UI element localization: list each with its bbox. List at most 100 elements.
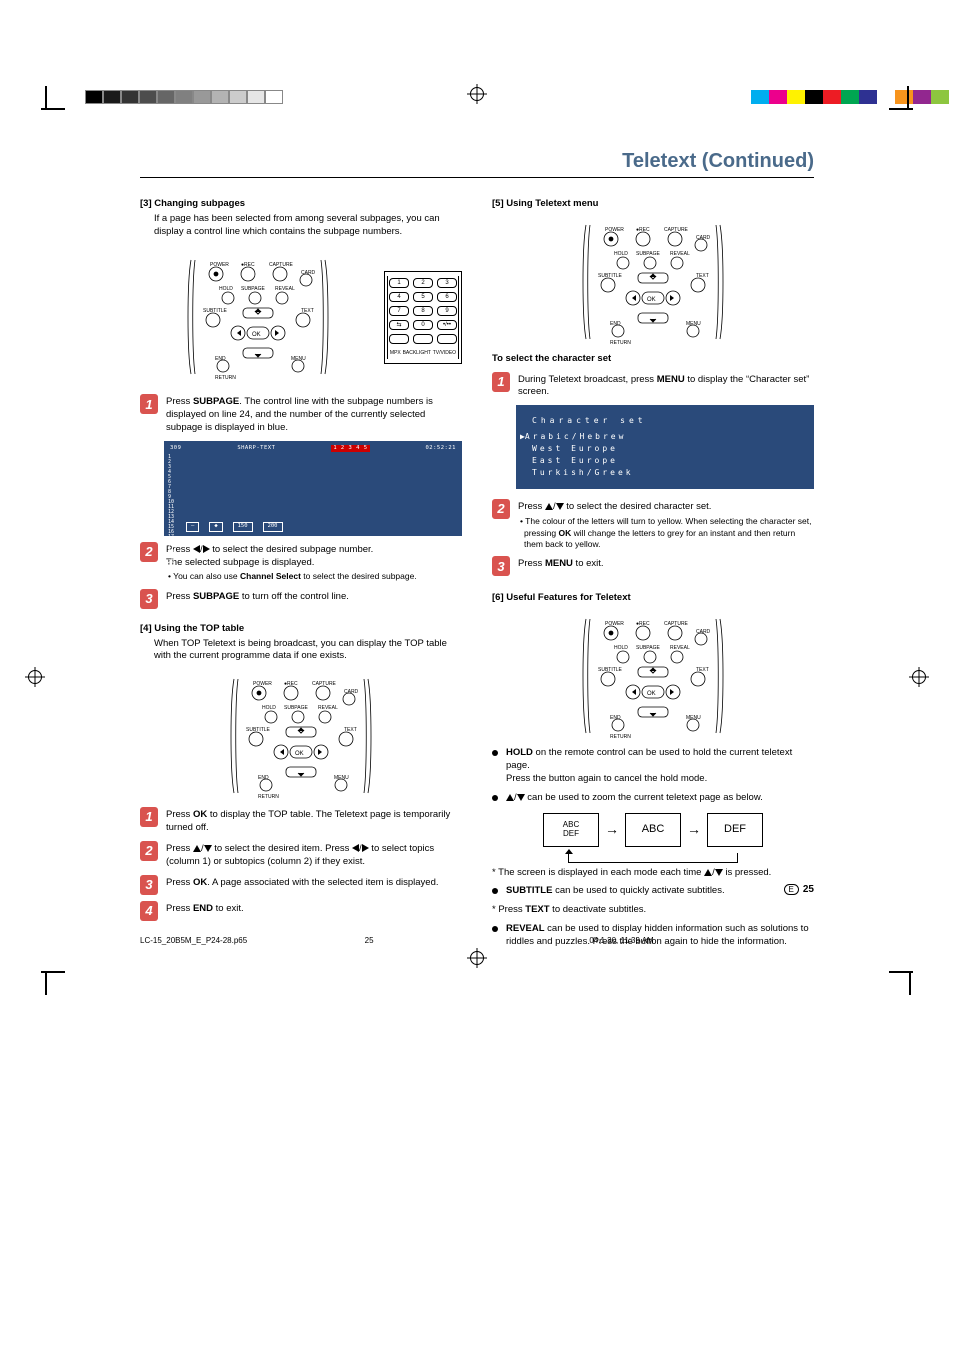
svg-text:END: END bbox=[215, 356, 226, 362]
svg-text:POWER: POWER bbox=[605, 621, 624, 627]
bullet-icon bbox=[492, 888, 498, 894]
page-title: Teletext (Continued) bbox=[140, 150, 814, 178]
bullet-icon bbox=[492, 926, 498, 932]
svg-text:REVEAL: REVEAL bbox=[670, 645, 690, 651]
step-number: 1 bbox=[492, 372, 510, 392]
svg-text:SUBPAGE: SUBPAGE bbox=[636, 645, 660, 651]
numeric-keypad-diagram: 123456789⇆0•/••MPXBACKLIGHTTV/VIDEO bbox=[384, 271, 462, 364]
step-number: 1 bbox=[140, 807, 158, 827]
step-4-1: 1 Press OK to display the TOP table. The… bbox=[140, 807, 462, 835]
svg-text:REVEAL: REVEAL bbox=[318, 705, 338, 711]
svg-text:REVEAL: REVEAL bbox=[670, 251, 690, 257]
svg-text:RETURN: RETURN bbox=[258, 794, 279, 800]
registration-target-icon bbox=[912, 670, 926, 684]
section-4-head: [4] Using the TOP table bbox=[140, 623, 462, 636]
up-arrow-icon bbox=[506, 794, 514, 801]
svg-text:END: END bbox=[610, 321, 621, 327]
step-4-2: 2 Press / to select the desired item. Pr… bbox=[140, 841, 462, 869]
step-number: 3 bbox=[140, 875, 158, 895]
left-column: [3] Changing subpages If a page has been… bbox=[140, 198, 462, 955]
svg-text:MENU: MENU bbox=[291, 356, 306, 362]
step-5-1: 1 During Teletext broadcast, press MENU … bbox=[492, 372, 814, 400]
down-arrow-icon bbox=[715, 869, 723, 876]
step-4-3: 3 Press OK. A page associated with the s… bbox=[140, 875, 462, 895]
figure-remote-and-keypad: POWER ●REC CAPTURE CARD HOLD SUBPAGE REV… bbox=[140, 246, 462, 388]
svg-text:OK: OK bbox=[295, 751, 304, 757]
svg-text:HOLD: HOLD bbox=[262, 705, 276, 711]
svg-text:END: END bbox=[610, 715, 621, 721]
section-4-intro: When TOP Teletext is being broadcast, yo… bbox=[154, 638, 462, 664]
bullet-icon bbox=[492, 795, 498, 801]
step-5-2: 2 Press / to select the desired characte… bbox=[492, 499, 814, 550]
zoom-note: * The screen is displayed in each mode e… bbox=[492, 867, 814, 880]
greyscale-bars bbox=[85, 90, 283, 104]
zoom-state-box: DEF bbox=[707, 813, 763, 847]
up-arrow-icon bbox=[193, 845, 201, 852]
feature-bullet-hold: HOLD on the remote control can be used t… bbox=[492, 747, 814, 785]
svg-text:MENU: MENU bbox=[686, 715, 701, 721]
remote-diagram: POWER ●REC CAPTURE CARD HOLD SUBPAGE REV… bbox=[578, 611, 728, 741]
svg-text:HOLD: HOLD bbox=[614, 251, 628, 257]
step-number: 2 bbox=[492, 499, 510, 519]
section-5-head: [5] Using Teletext menu bbox=[492, 198, 814, 211]
svg-text:OK: OK bbox=[647, 691, 656, 697]
right-arrow-icon bbox=[203, 545, 210, 553]
svg-text:RETURN: RETURN bbox=[215, 375, 236, 381]
return-arrow-figure bbox=[492, 853, 814, 863]
svg-text:RETURN: RETURN bbox=[610, 340, 631, 346]
zoom-state-box: ABC bbox=[625, 813, 681, 847]
svg-text:POWER: POWER bbox=[605, 227, 624, 233]
step-number: 1 bbox=[140, 394, 158, 414]
svg-text:OK: OK bbox=[647, 297, 656, 303]
registration-target-icon bbox=[470, 951, 484, 965]
step-4-4: 4 Press END to exit. bbox=[140, 901, 462, 921]
right-column: [5] Using Teletext menu POWER ●REC CAPTU… bbox=[492, 198, 814, 955]
color-bars bbox=[751, 90, 949, 104]
feature-bullet-zoom: / can be used to zoom the current telete… bbox=[492, 792, 814, 805]
remote-diagram: POWER ●REC CAPTURE CARD HOLD SUBPAGE REV… bbox=[183, 252, 333, 382]
step-3-2: 2 Press / to select the desired subpage … bbox=[140, 542, 462, 583]
teletext-screen-figure: 309 SHARP-TEXT 1 2 3 4 5 02:52:21 123456… bbox=[164, 441, 462, 536]
down-arrow-icon bbox=[517, 794, 525, 801]
section-3-head: [3] Changing subpages bbox=[140, 198, 462, 211]
remote-diagram: POWER ●REC CAPTURE CARD HOLD SUBPAGE REV… bbox=[226, 671, 376, 801]
left-arrow-icon bbox=[352, 844, 359, 852]
character-set-screen-figure: Character set Arabic/Hebrew West Europe … bbox=[516, 405, 814, 489]
step-number: 2 bbox=[140, 542, 158, 562]
document-footer: LC-15_20B5M_E_P24-28.p65 25 04.1.30, 11:… bbox=[140, 936, 814, 945]
svg-text:SUBPAGE: SUBPAGE bbox=[241, 286, 265, 292]
down-arrow-icon bbox=[204, 845, 212, 852]
svg-text:OK: OK bbox=[252, 332, 261, 338]
print-registration-marks bbox=[0, 90, 954, 110]
step-number: 2 bbox=[140, 841, 158, 861]
step-3-3: 3 Press SUBPAGE to turn off the control … bbox=[140, 589, 462, 609]
page-number-footer: E25 bbox=[784, 884, 814, 895]
down-arrow-icon bbox=[556, 503, 564, 510]
bullet-icon bbox=[492, 750, 498, 756]
registration-target-icon bbox=[28, 670, 42, 684]
left-arrow-icon bbox=[193, 545, 200, 553]
svg-text:REVEAL: REVEAL bbox=[275, 286, 295, 292]
svg-text:MENU: MENU bbox=[334, 775, 349, 781]
section-6-head: [6] Useful Features for Teletext bbox=[492, 592, 814, 605]
svg-text:POWER: POWER bbox=[253, 681, 272, 687]
svg-text:HOLD: HOLD bbox=[614, 645, 628, 651]
svg-text:POWER: POWER bbox=[210, 262, 229, 268]
registration-target-icon bbox=[470, 87, 484, 101]
zoom-state-box: ABCDEF bbox=[543, 813, 599, 847]
up-arrow-icon bbox=[545, 503, 553, 510]
step-3-1: 1 Press SUBPAGE. The control line with t… bbox=[140, 394, 462, 434]
svg-text:SUBPAGE: SUBPAGE bbox=[636, 251, 660, 257]
step-5-3: 3 Press MENU to exit. bbox=[492, 556, 814, 576]
arrow-right-icon: → bbox=[687, 820, 701, 839]
section-5-subhead: To select the character set bbox=[492, 353, 814, 366]
section-3-intro: If a page has been selected from among s… bbox=[154, 213, 462, 239]
svg-text:SUBPAGE: SUBPAGE bbox=[284, 705, 308, 711]
up-arrow-icon bbox=[704, 869, 712, 876]
svg-text:RETURN: RETURN bbox=[610, 734, 631, 740]
step-number: 4 bbox=[140, 901, 158, 921]
step-number: 3 bbox=[140, 589, 158, 609]
remote-diagram: POWER ●REC CAPTURE CARD HOLD SUBPAGE REV… bbox=[578, 217, 728, 347]
svg-text:HOLD: HOLD bbox=[219, 286, 233, 292]
step-number: 3 bbox=[492, 556, 510, 576]
